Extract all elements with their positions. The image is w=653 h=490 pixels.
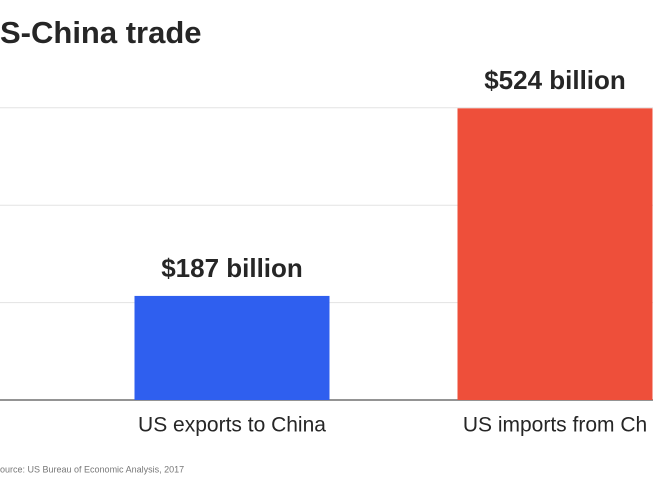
bar [457,108,653,400]
value-label: $187 billion [161,253,303,283]
chart-title: S-China trade [0,15,202,50]
bar [134,295,330,400]
value-label: $524 billion [484,65,626,95]
x-tick-label: US imports from Ch [463,414,647,437]
x-tick-label: US exports to China [138,414,326,437]
source-note: ource: US Bureau of Economic Analysis, 2… [0,464,184,474]
